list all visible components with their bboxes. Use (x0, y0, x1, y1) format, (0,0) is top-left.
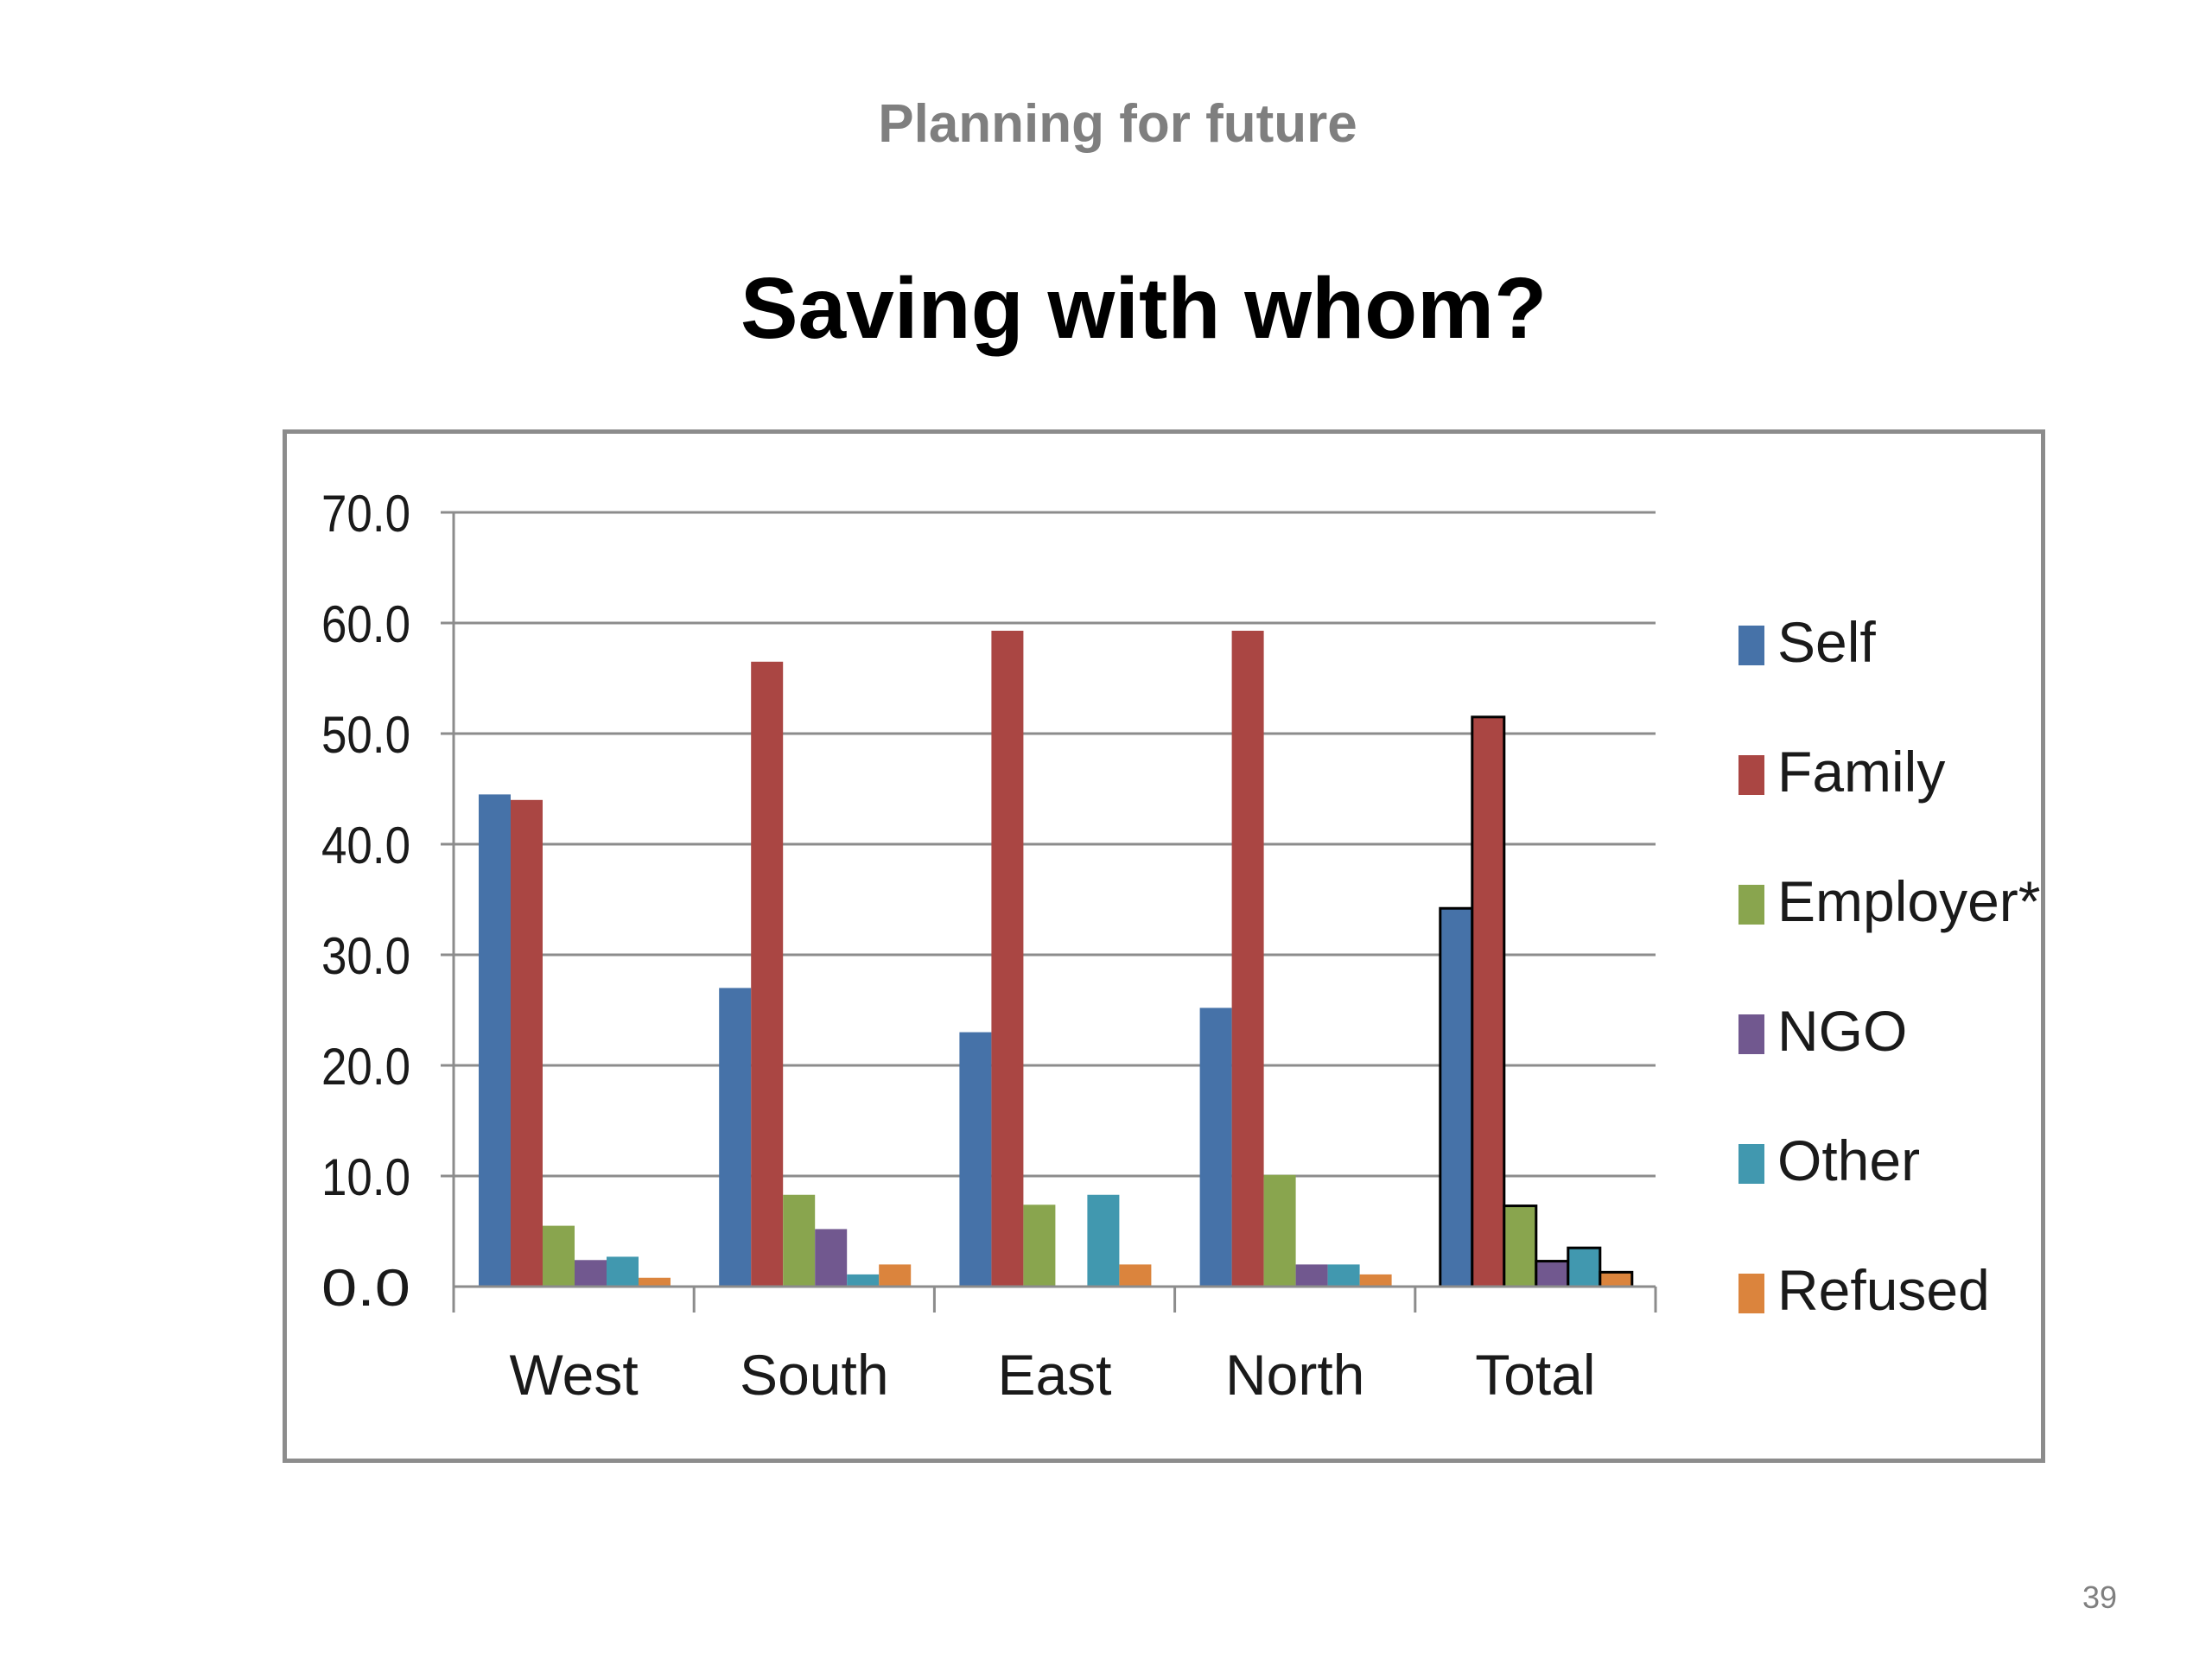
y-tick-labels: 0.0 10.0 20.0 30.0 40.0 50.0 60.0 70.0 (321, 485, 410, 1317)
bar-refused-south (879, 1264, 912, 1287)
bar-family-north (1231, 630, 1264, 1287)
page-number: 39 (2082, 1580, 2117, 1615)
y-tick-label: 40.0 (321, 817, 410, 874)
bar-other-north (1327, 1264, 1360, 1287)
legend-swatch (1738, 626, 1764, 665)
x-tick-label: Total (1475, 1343, 1595, 1407)
legend-swatch (1738, 885, 1764, 925)
bar-employer-north (1263, 1174, 1296, 1287)
y-tick-label: 30.0 (321, 927, 410, 985)
x-tick-labels: West South East North Total (510, 1343, 1596, 1407)
bar-self-north (1199, 1007, 1232, 1287)
legend-item: NGO (1738, 999, 1907, 1063)
bar-other-west (607, 1256, 639, 1287)
bar-ngo-total (1535, 1260, 1570, 1288)
bar-refused-total (1599, 1270, 1634, 1288)
bar-family-total (1471, 715, 1506, 1288)
y-tick-label: 20.0 (321, 1038, 410, 1096)
bar-employer-east (1023, 1205, 1056, 1287)
legend-label: Refused (1777, 1258, 1990, 1322)
bar-employer-south (783, 1194, 816, 1287)
y-tick-label: 50.0 (321, 706, 410, 764)
bar-self-south (719, 988, 752, 1287)
slide-title: Saving with whom? (740, 260, 1548, 357)
bar-ngo-north (1295, 1264, 1328, 1287)
bar-family-south (751, 661, 784, 1287)
bar-family-west (511, 799, 543, 1287)
bar-ngo-west (575, 1260, 607, 1287)
legend-swatch (1738, 1014, 1764, 1054)
bar-self-west (479, 794, 511, 1287)
section-kicker: Planning for future (878, 94, 1357, 154)
x-tick-label: West (510, 1343, 639, 1407)
bar-self-east (959, 1032, 992, 1287)
bars (479, 630, 1634, 1288)
legend-item: Refused (1738, 1258, 1990, 1322)
legend-item: Self (1738, 610, 1876, 674)
gridlines (441, 511, 1656, 1178)
legend-label: Other (1777, 1128, 1920, 1192)
legend-label: NGO (1777, 999, 1907, 1063)
bar-chart: 0.0 10.0 20.0 30.0 40.0 50.0 60.0 70.0 West Sout… (321, 485, 2040, 1407)
x-tick-label: South (740, 1343, 888, 1407)
x-tick-label: North (1225, 1343, 1364, 1407)
legend-item: Family (1738, 740, 1945, 804)
bar-other-total (1567, 1246, 1602, 1288)
bar-ngo-south (815, 1229, 848, 1287)
legend-label: Family (1777, 740, 1945, 804)
legend-label: Self (1777, 610, 1876, 674)
bar-self-total (1439, 906, 1474, 1288)
legend-swatch (1738, 755, 1764, 795)
bar-refused-east (1119, 1264, 1152, 1287)
bar-other-east (1087, 1194, 1120, 1287)
bar-refused-north (1359, 1274, 1392, 1287)
chart-frame: 0.0 10.0 20.0 30.0 40.0 50.0 60.0 70.0 West Sout… (283, 429, 2045, 1463)
axes (452, 512, 1657, 1313)
bar-employer-total (1503, 1205, 1538, 1288)
bar-refused-west (639, 1277, 671, 1287)
bar-employer-west (543, 1225, 575, 1287)
y-tick-label: 70.0 (321, 485, 410, 543)
y-tick-label: 60.0 (321, 595, 410, 653)
x-tick-label: East (997, 1343, 1111, 1407)
legend-swatch (1738, 1274, 1764, 1313)
y-tick-label: 10.0 (321, 1148, 410, 1206)
legend-item: Other (1738, 1128, 1920, 1192)
legend-swatch (1738, 1144, 1764, 1184)
y-tick-label: 0.0 (321, 1259, 410, 1317)
legend: Self Family Employer* NGO Other Refused (1738, 610, 2040, 1322)
bar-family-east (991, 630, 1024, 1287)
legend-label: Employer* (1777, 869, 2040, 933)
legend-item: Employer* (1738, 869, 2040, 933)
bar-other-south (847, 1274, 880, 1287)
